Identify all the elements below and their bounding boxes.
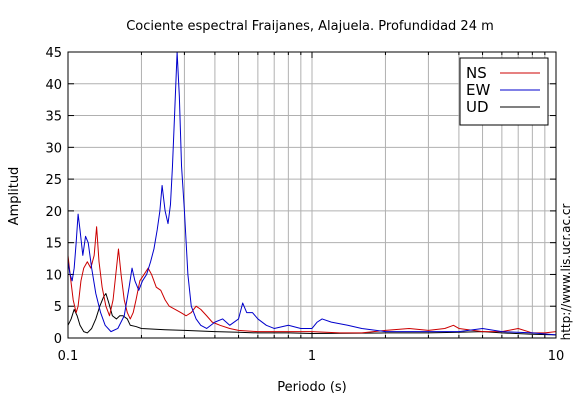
x-tick-label: 0.1 bbox=[58, 349, 79, 364]
x-axis-label: Periodo (s) bbox=[277, 380, 347, 395]
y-tick-label: 5 bbox=[54, 300, 62, 315]
plot-frame bbox=[67, 51, 557, 339]
source-url: http://www.lis.ucr.ac.cr bbox=[559, 204, 573, 341]
legend-label-ew: EW bbox=[466, 81, 490, 99]
y-tick-label: 40 bbox=[45, 78, 62, 93]
y-tick-label: 30 bbox=[45, 141, 62, 156]
y-tick-label: 20 bbox=[45, 205, 62, 220]
legend-label-ns: NS bbox=[466, 64, 487, 82]
series-line-ns bbox=[67, 226, 557, 334]
chart-title: Cociente espectral Fraijanes, Alajuela. … bbox=[126, 19, 494, 34]
y-tick-label: 35 bbox=[45, 110, 62, 125]
legend-label-ud: UD bbox=[466, 98, 489, 116]
y-tick-labels: 0 5 10 15 20 25 30 35 40 45 bbox=[45, 46, 62, 347]
series-line-ud bbox=[67, 293, 557, 336]
y-tick-label: 15 bbox=[45, 237, 62, 252]
x-tick-label: 1 bbox=[308, 349, 316, 364]
legend-box bbox=[459, 57, 549, 126]
y-axis-label: Amplitud bbox=[7, 167, 22, 226]
y-tick-label: 25 bbox=[45, 173, 62, 188]
x-tick-labels: 0.1 1 10 bbox=[58, 349, 565, 364]
x-tick-label: 10 bbox=[548, 349, 565, 364]
y-tick-label: 10 bbox=[45, 268, 62, 283]
y-tick-label: 0 bbox=[54, 332, 62, 347]
legend: NS EW UD bbox=[459, 57, 549, 126]
y-tick-label: 45 bbox=[45, 46, 62, 61]
grid-lines bbox=[68, 52, 556, 338]
